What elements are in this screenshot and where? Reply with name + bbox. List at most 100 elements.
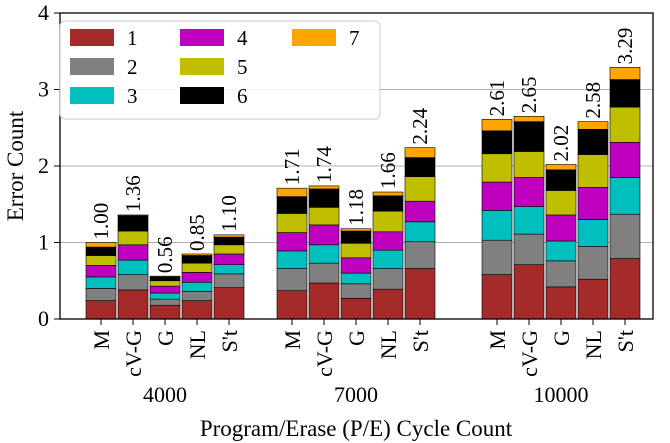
bar-segment — [481, 210, 513, 241]
bar-segment — [513, 115, 545, 122]
bar-segment — [404, 200, 436, 223]
bar-segment — [213, 236, 245, 246]
legend-swatch — [180, 58, 224, 75]
legend-label: 7 — [349, 26, 360, 50]
bar-segment — [513, 121, 545, 152]
bar-segment — [577, 128, 609, 155]
bar-segment — [404, 221, 436, 243]
x-tick-label: cV-G — [312, 330, 337, 377]
bar-segment — [577, 219, 609, 247]
bar-segment — [213, 273, 245, 288]
bar-segment — [85, 242, 117, 248]
y-tick-label: 3 — [38, 77, 49, 102]
x-tick-label: G — [344, 330, 369, 346]
bar-total-label: 0.85 — [185, 214, 209, 251]
bar-total-label: 1.10 — [217, 195, 241, 232]
bar-segment — [117, 244, 149, 261]
bar-segment — [404, 268, 436, 320]
bar-segment — [149, 276, 181, 282]
bar-segment — [181, 272, 213, 283]
bar-segment — [481, 274, 513, 320]
bar-segment — [404, 157, 436, 178]
bar-segment — [276, 213, 308, 233]
x-tick-label: S't — [408, 330, 433, 352]
bar-segment — [340, 283, 372, 299]
x-tick-label: cV-G — [121, 330, 146, 377]
legend-swatch — [180, 87, 224, 104]
legend-swatch — [180, 29, 224, 46]
bar-segment — [85, 276, 117, 289]
bar-segment — [577, 278, 609, 320]
bar-segment — [85, 300, 117, 320]
bar-segment — [276, 250, 308, 269]
legend-label: 5 — [237, 55, 248, 79]
bar-total-label: 0.56 — [153, 236, 177, 273]
y-tick-label: 0 — [38, 306, 49, 331]
bar-segment — [117, 289, 149, 320]
bar-segment — [481, 130, 513, 155]
bar-segment — [372, 268, 404, 290]
bar-segment — [372, 210, 404, 233]
bar-segment — [577, 121, 609, 130]
bar-segment — [372, 231, 404, 251]
bar-segment — [276, 290, 308, 320]
bar-segment — [149, 298, 181, 306]
bar-segment — [308, 244, 340, 264]
bar-labels: 1.00 1.36 0.56 0.85 1.10 1.71 1.74 1.18 1.66 2.24… — [89, 28, 637, 274]
legend-label: 6 — [237, 84, 248, 108]
bar-total-label: 1.74 — [312, 146, 336, 183]
bar-segment — [149, 304, 181, 320]
legend-label: 4 — [237, 26, 248, 50]
bar-segment — [181, 281, 213, 292]
y-tick-label: 2 — [38, 153, 49, 178]
group-label: 7000 — [334, 382, 378, 407]
group-label: 10000 — [534, 382, 589, 407]
bar-segment — [481, 239, 513, 275]
bar-total-label: 2.65 — [517, 77, 541, 114]
bar-segment — [149, 285, 181, 294]
bar-segment — [117, 274, 149, 291]
bar-segment — [577, 154, 609, 188]
bar-segment — [276, 268, 308, 291]
legend-swatch — [292, 29, 336, 46]
x-tick-label: G — [549, 330, 574, 346]
bar-segment — [609, 177, 641, 215]
bar-segment — [213, 234, 245, 238]
bar-segment — [513, 177, 545, 207]
bar-segment — [513, 264, 545, 320]
y-tick-label: 1 — [38, 230, 49, 255]
bar-segment — [308, 185, 340, 190]
bar-segment — [213, 253, 245, 265]
bar-total-label: 1.66 — [376, 152, 400, 189]
bar-segment — [181, 300, 213, 320]
bar-total-label: 2.24 — [408, 107, 432, 144]
bar-segment — [117, 214, 149, 217]
x-tick-label: M — [485, 330, 510, 350]
bar-segment — [609, 67, 641, 80]
bar-segment — [481, 153, 513, 183]
bar-segment — [213, 244, 245, 255]
bar-segment — [276, 232, 308, 252]
bar-segment — [545, 260, 577, 288]
bar-segment — [481, 119, 513, 132]
bar-segment — [513, 206, 545, 235]
bar-segment — [117, 215, 149, 232]
x-axis-title: Program/Erase (P/E) Cycle Count — [200, 416, 513, 441]
bar-segment — [340, 230, 372, 244]
bar-segment — [340, 272, 372, 285]
bar-segment — [481, 181, 513, 211]
x-tick-label: M — [89, 330, 114, 350]
bar-segment — [545, 169, 577, 191]
bar-segment — [149, 275, 181, 278]
bar-segment — [117, 230, 149, 246]
bar-total-label: 2.61 — [485, 80, 509, 117]
x-tick-label: cV-G — [517, 330, 542, 377]
bar-segment — [340, 257, 372, 274]
bar-total-label: 1.71 — [280, 148, 304, 185]
bar-segment — [308, 188, 340, 208]
bar-segment — [85, 265, 117, 278]
bar-segment — [545, 214, 577, 242]
bar-segment — [609, 79, 641, 108]
bar-segment — [513, 233, 545, 265]
